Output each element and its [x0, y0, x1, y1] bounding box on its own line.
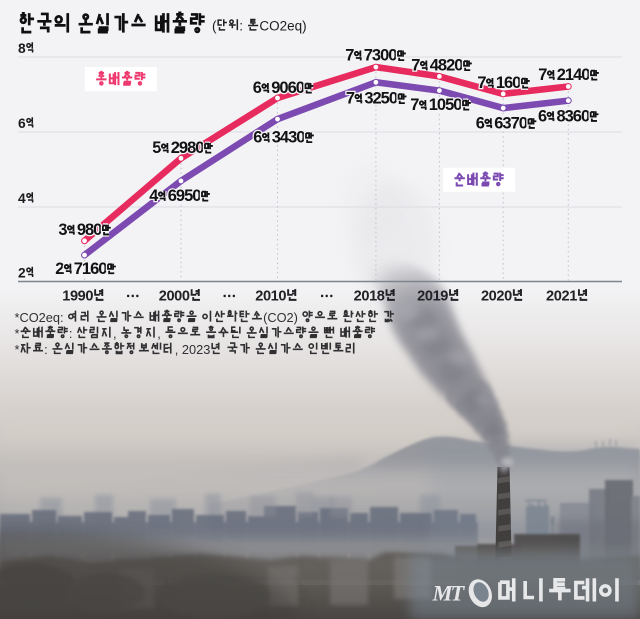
svg-text:7: 7	[411, 57, 420, 75]
svg-text:7: 7	[345, 47, 354, 65]
svg-text:, 2023: , 2023	[175, 342, 211, 357]
svg-text:2019: 2019	[417, 289, 448, 305]
svg-text:4: 4	[18, 191, 26, 206]
svg-text:(: (	[212, 19, 217, 34]
svg-text:7: 7	[538, 66, 547, 84]
svg-text:2000: 2000	[159, 289, 190, 305]
svg-text:7160: 7160	[74, 260, 108, 278]
svg-text:2140: 2140	[557, 66, 591, 84]
svg-text:(CO2): (CO2)	[263, 310, 298, 325]
svg-text:6950: 6950	[168, 187, 202, 205]
svg-text:7: 7	[477, 74, 486, 92]
svg-text:6: 6	[18, 116, 26, 131]
svg-text::: :	[239, 19, 243, 34]
svg-text:7: 7	[410, 96, 419, 114]
svg-text:7: 7	[346, 90, 355, 108]
svg-text:2010: 2010	[255, 289, 286, 305]
svg-text:3250: 3250	[364, 90, 398, 108]
svg-text:4820: 4820	[430, 57, 464, 75]
svg-text:5: 5	[152, 139, 161, 157]
svg-text:,: ,	[113, 326, 117, 341]
svg-text:*: *	[15, 326, 20, 341]
svg-text:CO2eq): CO2eq)	[259, 19, 306, 34]
svg-text::: :	[69, 326, 73, 341]
svg-text:8: 8	[18, 41, 26, 56]
svg-text:160: 160	[496, 74, 521, 92]
svg-text:6370: 6370	[494, 115, 528, 133]
svg-text::: :	[44, 342, 48, 357]
svg-text:2018: 2018	[354, 289, 385, 305]
svg-text:2020: 2020	[481, 289, 512, 305]
svg-text:3: 3	[58, 221, 67, 239]
svg-text:2980: 2980	[171, 139, 205, 157]
svg-text:6: 6	[253, 129, 262, 147]
svg-text:*: *	[15, 342, 20, 357]
svg-text:2021: 2021	[546, 289, 577, 305]
svg-text:980: 980	[77, 221, 102, 239]
svg-text:6: 6	[476, 115, 485, 133]
svg-text:1990: 1990	[62, 289, 93, 305]
svg-text:7300: 7300	[364, 47, 398, 65]
svg-text:MT: MT	[432, 581, 466, 606]
svg-text:1050: 1050	[429, 96, 463, 114]
svg-text:6: 6	[253, 79, 262, 97]
svg-text:2: 2	[18, 265, 26, 280]
svg-text:9060: 9060	[271, 79, 305, 97]
svg-text:3430: 3430	[272, 129, 306, 147]
svg-text:2: 2	[55, 260, 64, 278]
svg-text:*CO2eq:: *CO2eq:	[15, 310, 64, 325]
svg-text:8360: 8360	[556, 108, 590, 126]
svg-text:6: 6	[538, 108, 547, 126]
svg-text:,: ,	[157, 326, 161, 341]
